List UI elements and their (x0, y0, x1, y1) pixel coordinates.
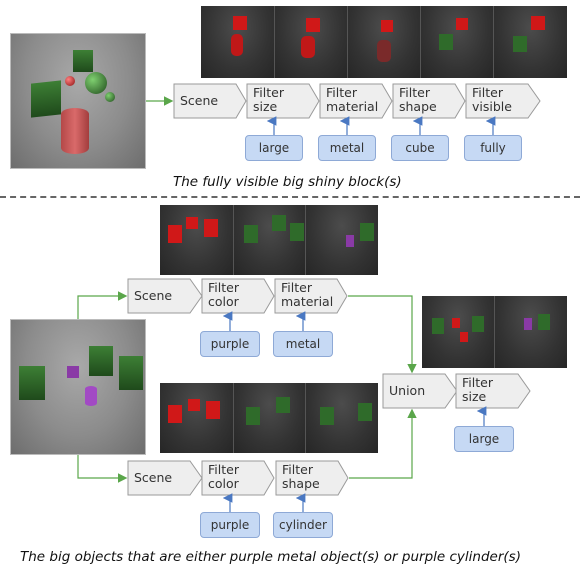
green-object (439, 34, 453, 50)
red-highlight-object (168, 405, 182, 423)
render-panel (494, 6, 567, 78)
arg-pill-cube: cube (391, 135, 449, 161)
red-highlight-object (460, 332, 468, 342)
red-highlight-object (168, 225, 182, 243)
purple-object (524, 318, 532, 330)
red-highlight-object (188, 399, 200, 411)
green-cube-object (89, 346, 113, 376)
top-module-filter-visible: Filter visible (465, 83, 541, 119)
branch-a-module-filter-color: Filter color (201, 278, 275, 314)
arg-pill-metal: metal (273, 331, 333, 357)
bottom-caption: The big objects that are either purple m… (20, 549, 521, 565)
module-label: Filter shape (399, 85, 437, 114)
green-cube-object (119, 356, 143, 390)
green-object (276, 397, 290, 413)
dim-red-object (377, 40, 391, 62)
arg-pill-metal: metal (318, 135, 376, 161)
arg-pill-purple: purple (200, 512, 260, 538)
red-highlight-object (186, 217, 198, 229)
green-object (358, 403, 372, 421)
green-object (432, 318, 444, 334)
arg-pill-large: large (454, 426, 514, 452)
green-object (513, 36, 527, 52)
red-highlight-object (456, 18, 468, 30)
green-object (472, 316, 484, 332)
green-object (360, 223, 374, 241)
red-highlight-object (301, 36, 315, 58)
module-label: Scene (134, 470, 173, 485)
branch-a-module-scene: Scene (127, 278, 203, 314)
arg-pill-purple: purple (200, 331, 260, 357)
green-object (246, 407, 260, 425)
top-module-filter-size: Filter size (246, 83, 320, 119)
module-label: Union (389, 383, 426, 398)
top-scene-image (10, 33, 146, 169)
branch-b-module-filter-shape: Filter shape (275, 460, 349, 496)
module-label: Filter color (208, 280, 239, 309)
red-highlight-object (231, 34, 243, 56)
green-sphere-object (85, 72, 107, 94)
module-label: Scene (180, 93, 219, 108)
module-label: Filter material (326, 85, 379, 114)
final-module-filter-size: Filter size (455, 373, 531, 409)
red-cylinder-object (61, 108, 89, 154)
branch-b-module-filter-color: Filter color (201, 460, 275, 496)
branch-a-module-filter-material: Filter material (274, 278, 348, 314)
red-highlight-object (233, 16, 247, 30)
module-label: Filter shape (282, 462, 320, 491)
top-module-filter-shape: Filter shape (392, 83, 466, 119)
branch-b-render-strip (160, 383, 378, 453)
red-highlight-object (452, 318, 460, 328)
result-render-strip (422, 296, 567, 368)
arg-pill-cylinder: cylinder (273, 512, 333, 538)
bottom-scene-image (10, 319, 146, 455)
green-sphere-object (105, 92, 115, 102)
red-highlight-object (381, 20, 393, 32)
top-module-filter-material: Filter material (319, 83, 393, 119)
arg-pill-large: large (245, 135, 303, 161)
top-module-scene: Scene (173, 83, 247, 119)
section-divider (0, 196, 580, 198)
purple-cylinder-object (85, 386, 97, 406)
module-label: Filter size (462, 375, 493, 404)
red-highlight-object (206, 401, 220, 419)
arg-pill-fully: fully (464, 135, 522, 161)
branch-a-render-strip (160, 205, 378, 275)
module-label: Filter color (208, 462, 239, 491)
green-object (538, 314, 550, 330)
module-label: Filter size (253, 85, 284, 114)
render-panel (495, 296, 567, 368)
green-object (244, 225, 258, 243)
red-highlight-object (306, 18, 320, 32)
module-label: Filter visible (472, 85, 512, 114)
green-object (320, 407, 334, 425)
green-object (290, 223, 304, 241)
top-caption: The fully visible big shiny block(s) (173, 174, 402, 190)
top-render-strip (201, 6, 567, 78)
branch-b-module-scene: Scene (127, 460, 203, 496)
red-sphere-object (65, 76, 75, 86)
module-label: Scene (134, 288, 173, 303)
red-highlight-object (531, 16, 545, 30)
green-cube-object (19, 366, 45, 400)
purple-cube-object (67, 366, 79, 378)
green-object (272, 215, 286, 231)
green-cube-object (73, 50, 93, 72)
red-highlight-object (204, 219, 218, 237)
purple-object (346, 235, 354, 247)
module-label: Filter material (281, 280, 334, 309)
union-module: Union (382, 373, 458, 409)
